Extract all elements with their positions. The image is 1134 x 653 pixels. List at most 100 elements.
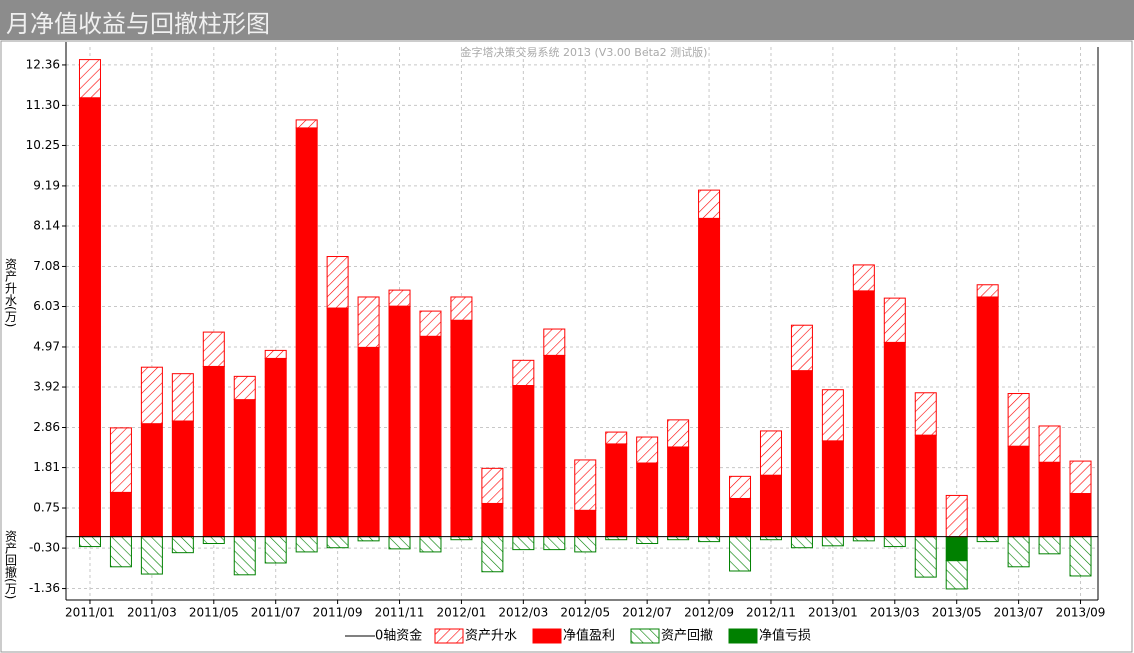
bar	[233, 536, 256, 576]
bar	[821, 536, 844, 547]
bar	[388, 289, 411, 307]
bar	[450, 296, 473, 321]
x-tick-label: 2012/11	[746, 606, 796, 620]
bar	[605, 443, 628, 538]
x-tick-label: 2012/09	[684, 606, 734, 620]
bar	[945, 536, 968, 562]
x-tick-label: 2011/01	[65, 606, 115, 620]
legend-label: 资产回撤	[661, 628, 713, 644]
bar	[976, 296, 999, 538]
bar	[790, 324, 813, 372]
bar	[326, 536, 349, 549]
bar	[976, 536, 999, 543]
y-tick-label: 4.97	[33, 339, 60, 353]
bar	[419, 310, 442, 337]
bar	[729, 536, 752, 572]
bar	[140, 536, 163, 575]
y-tick-label: 7.08	[33, 259, 60, 273]
bar	[945, 494, 968, 538]
bar	[109, 491, 132, 538]
bar	[1007, 445, 1030, 538]
bar	[326, 307, 349, 538]
bar	[357, 296, 380, 348]
y-label-top: 资产升水(万)	[4, 258, 18, 328]
bar	[264, 536, 287, 564]
y-tick-label: 10.25	[26, 138, 60, 152]
bar	[698, 536, 721, 543]
bar	[574, 509, 597, 538]
bar	[78, 59, 101, 99]
bar	[295, 119, 318, 129]
bar	[698, 189, 721, 219]
bar	[883, 341, 906, 538]
x-tick-label: 2013/03	[870, 606, 920, 620]
bar	[481, 502, 504, 538]
bar	[264, 357, 287, 538]
x-tick-label: 2012/05	[560, 606, 610, 620]
bar	[1038, 425, 1061, 463]
bar	[388, 305, 411, 538]
bar	[543, 536, 566, 551]
legend-swatch	[532, 628, 562, 644]
y-tick-label: 11.30	[26, 98, 60, 112]
bar	[481, 467, 504, 504]
bar	[636, 436, 659, 464]
x-tick-label: 2011/09	[313, 606, 363, 620]
y-tick-label: 12.36	[26, 57, 60, 71]
legend-swatch	[728, 628, 758, 644]
bar	[140, 366, 163, 425]
bar	[790, 536, 813, 549]
bar	[914, 434, 937, 538]
bar	[233, 399, 256, 538]
y-tick-label: 9.19	[33, 178, 60, 192]
bar	[852, 264, 875, 292]
bar	[729, 475, 752, 499]
bar	[357, 346, 380, 538]
bar	[171, 536, 194, 554]
bar	[883, 297, 906, 343]
bar	[512, 536, 535, 551]
legend-label: 0轴资金	[375, 628, 422, 644]
y-tick-label: 8.14	[33, 218, 60, 232]
bar	[419, 335, 442, 538]
chart-title: 金字塔决策交易系统 2013 (V3.00 Beta2 测试版)	[461, 45, 708, 59]
bar	[171, 373, 194, 422]
bar	[109, 427, 132, 493]
y-tick-label: 2.86	[33, 420, 60, 434]
bar	[543, 354, 566, 538]
bar	[574, 536, 597, 553]
legend-label: 净值亏损	[759, 628, 811, 644]
legend-label: 净值盈利	[563, 628, 615, 644]
x-tick-label: 2013/09	[1056, 606, 1106, 620]
x-tick-label: 2013/01	[808, 606, 858, 620]
bar	[852, 536, 875, 542]
bar	[1069, 493, 1092, 538]
bar	[821, 389, 844, 442]
bar	[78, 536, 101, 548]
frame	[0, 40, 1133, 653]
bar	[852, 290, 875, 538]
bar	[667, 419, 690, 448]
x-tick-label: 2012/07	[622, 606, 672, 620]
bar	[357, 536, 380, 542]
bar	[171, 420, 194, 538]
legend-label: 资产升水	[465, 629, 517, 644]
bar	[636, 462, 659, 538]
x-tick-label: 2012/01	[437, 606, 487, 620]
bar	[1069, 460, 1092, 495]
bar	[543, 328, 566, 356]
y-tick-label: 6.03	[33, 299, 60, 313]
x-tick-label: 2011/07	[251, 606, 301, 620]
y-tick-label: -1.36	[29, 581, 60, 595]
y-label-bottom: 资产回撤(万)	[4, 530, 18, 600]
bar	[821, 440, 844, 538]
y-tick-label: -0.30	[29, 541, 60, 555]
bar	[790, 370, 813, 538]
bar	[914, 536, 937, 578]
bar	[976, 284, 999, 298]
y-tick-label: 3.92	[33, 380, 60, 394]
bar	[1038, 536, 1061, 555]
bar	[914, 392, 937, 436]
bar	[109, 536, 132, 568]
